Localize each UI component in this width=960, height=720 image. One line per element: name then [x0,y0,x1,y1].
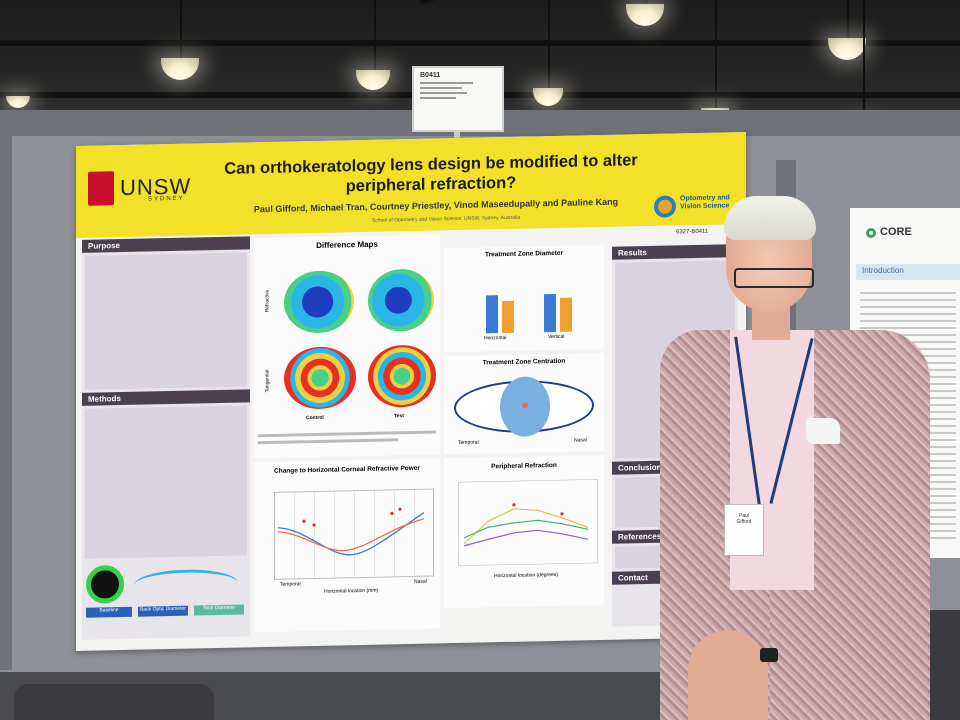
total-diameter-label: Total Diameter [194,604,244,616]
lamp-cord [863,0,865,126]
peripheral-refraction-title: Peripheral Refraction [491,461,557,471]
centration-nasal-label: Nasal [574,437,587,444]
ceiling-lamp [533,88,563,106]
research-poster: UNSW SYDNEY Can orthokeratology lens des… [76,131,746,651]
tangential-control-map [284,346,356,410]
badge-name-line2: Gifford [736,519,752,525]
lamp-cord [715,0,717,108]
ceiling-lamp [828,38,866,60]
lamp-cord [645,0,647,6]
horizontal-category-label: Horizontal [484,334,507,342]
ceiling-lamp [356,70,390,90]
vertical-category-label: Vertical [548,333,565,341]
bar-vertical-control [544,293,556,333]
core-logo-text: CORE [880,226,912,238]
core-logo-icon [866,228,876,238]
figure-caption [258,430,436,438]
refractive-label: Refractive [264,289,271,313]
refractive-control-map [284,270,354,334]
tangential-label: Tangential [264,369,271,393]
bar-horizontal-test [502,300,514,334]
difference-maps-panel: Difference Maps Refractive Tangential Co… [254,234,440,459]
bar-vertical-test [560,297,572,332]
lamp-cord [374,0,376,70]
section-header-purpose: Purpose [82,236,250,253]
temporal-label: Temporal [280,581,301,588]
peripheral-refraction-lines [458,479,598,566]
wristwatch [760,648,778,662]
section-header-results: Results [612,244,738,260]
horizontal-power-chart-panel: Change to Horizontal Corneal Refractive … [254,458,440,633]
horizontal-power-chart-title: Change to Horizontal Corneal Refractive … [274,464,420,475]
tangential-test-map [368,344,436,408]
bar-horizontal-control [486,295,498,334]
lamp-cord [548,0,550,88]
poster-id: 6327-B0411 [676,228,709,236]
pocket-square [806,418,840,444]
peripheral-refraction-panel: Peripheral Refraction Horizontal locatio… [444,454,604,609]
section-header-methods: Methods [82,389,250,406]
treatment-zone-diameter-panel: Treatment Zone Diameter Horizontal Verti… [444,244,604,353]
test-map-label: Test [394,413,404,420]
treatment-zone-diameter-title: Treatment Zone Diameter [484,249,564,259]
introduction-header: Introduction [856,264,960,280]
ceiling-lamp [6,96,30,108]
booth-number: B0411 [420,72,441,79]
refractive-test-map [368,268,434,332]
lens-profile-curve [134,568,238,600]
lamp-cord [180,0,182,58]
presenter-hands [688,630,768,720]
centration-temporal-label: Temporal [458,439,479,446]
methods-text-block [85,405,247,559]
x-axis-label: Horizontal location (mm) [324,587,379,595]
nasal-label: Nasal [414,578,427,585]
unsw-crest-icon [88,171,114,206]
back-optic-label: Back Optic Diameter [138,605,188,617]
ceiling-lamp [626,4,664,26]
name-badge: Paul Gifford [724,504,764,556]
badge-name-line1: Paul [738,513,749,519]
baseline-label: Baseline [86,606,132,618]
purpose-text-block [85,252,247,390]
university-logo-subtext: SYDNEY [148,195,185,203]
lens-design-figure: Baseline Back Optic Diameter Total Diame… [82,558,250,622]
chair-back [14,684,214,720]
lens-icon [86,564,124,604]
ceiling-beam [0,40,960,46]
treatment-zone-centration-title: Treatment Zone Centration [482,357,566,367]
presenter-hair [724,196,816,240]
board-left-frame [0,110,12,670]
difference-maps-title: Difference Maps [316,239,378,250]
figure-caption [258,438,398,445]
presenter-glasses [734,268,814,288]
left-column: Purpose Methods Baseline Back Optic Diam… [82,236,250,640]
booth-sign: B0411 [412,66,504,132]
control-map-label: Control [306,414,324,422]
ceiling-lamp [161,58,199,80]
peripheral-x-axis-label: Horizontal location (degrees) [494,571,558,580]
chart-lines [277,507,425,556]
lamp-cord [847,0,849,38]
treatment-zone-centration-panel: Treatment Zone Centration Temporal Nasal [444,352,604,455]
